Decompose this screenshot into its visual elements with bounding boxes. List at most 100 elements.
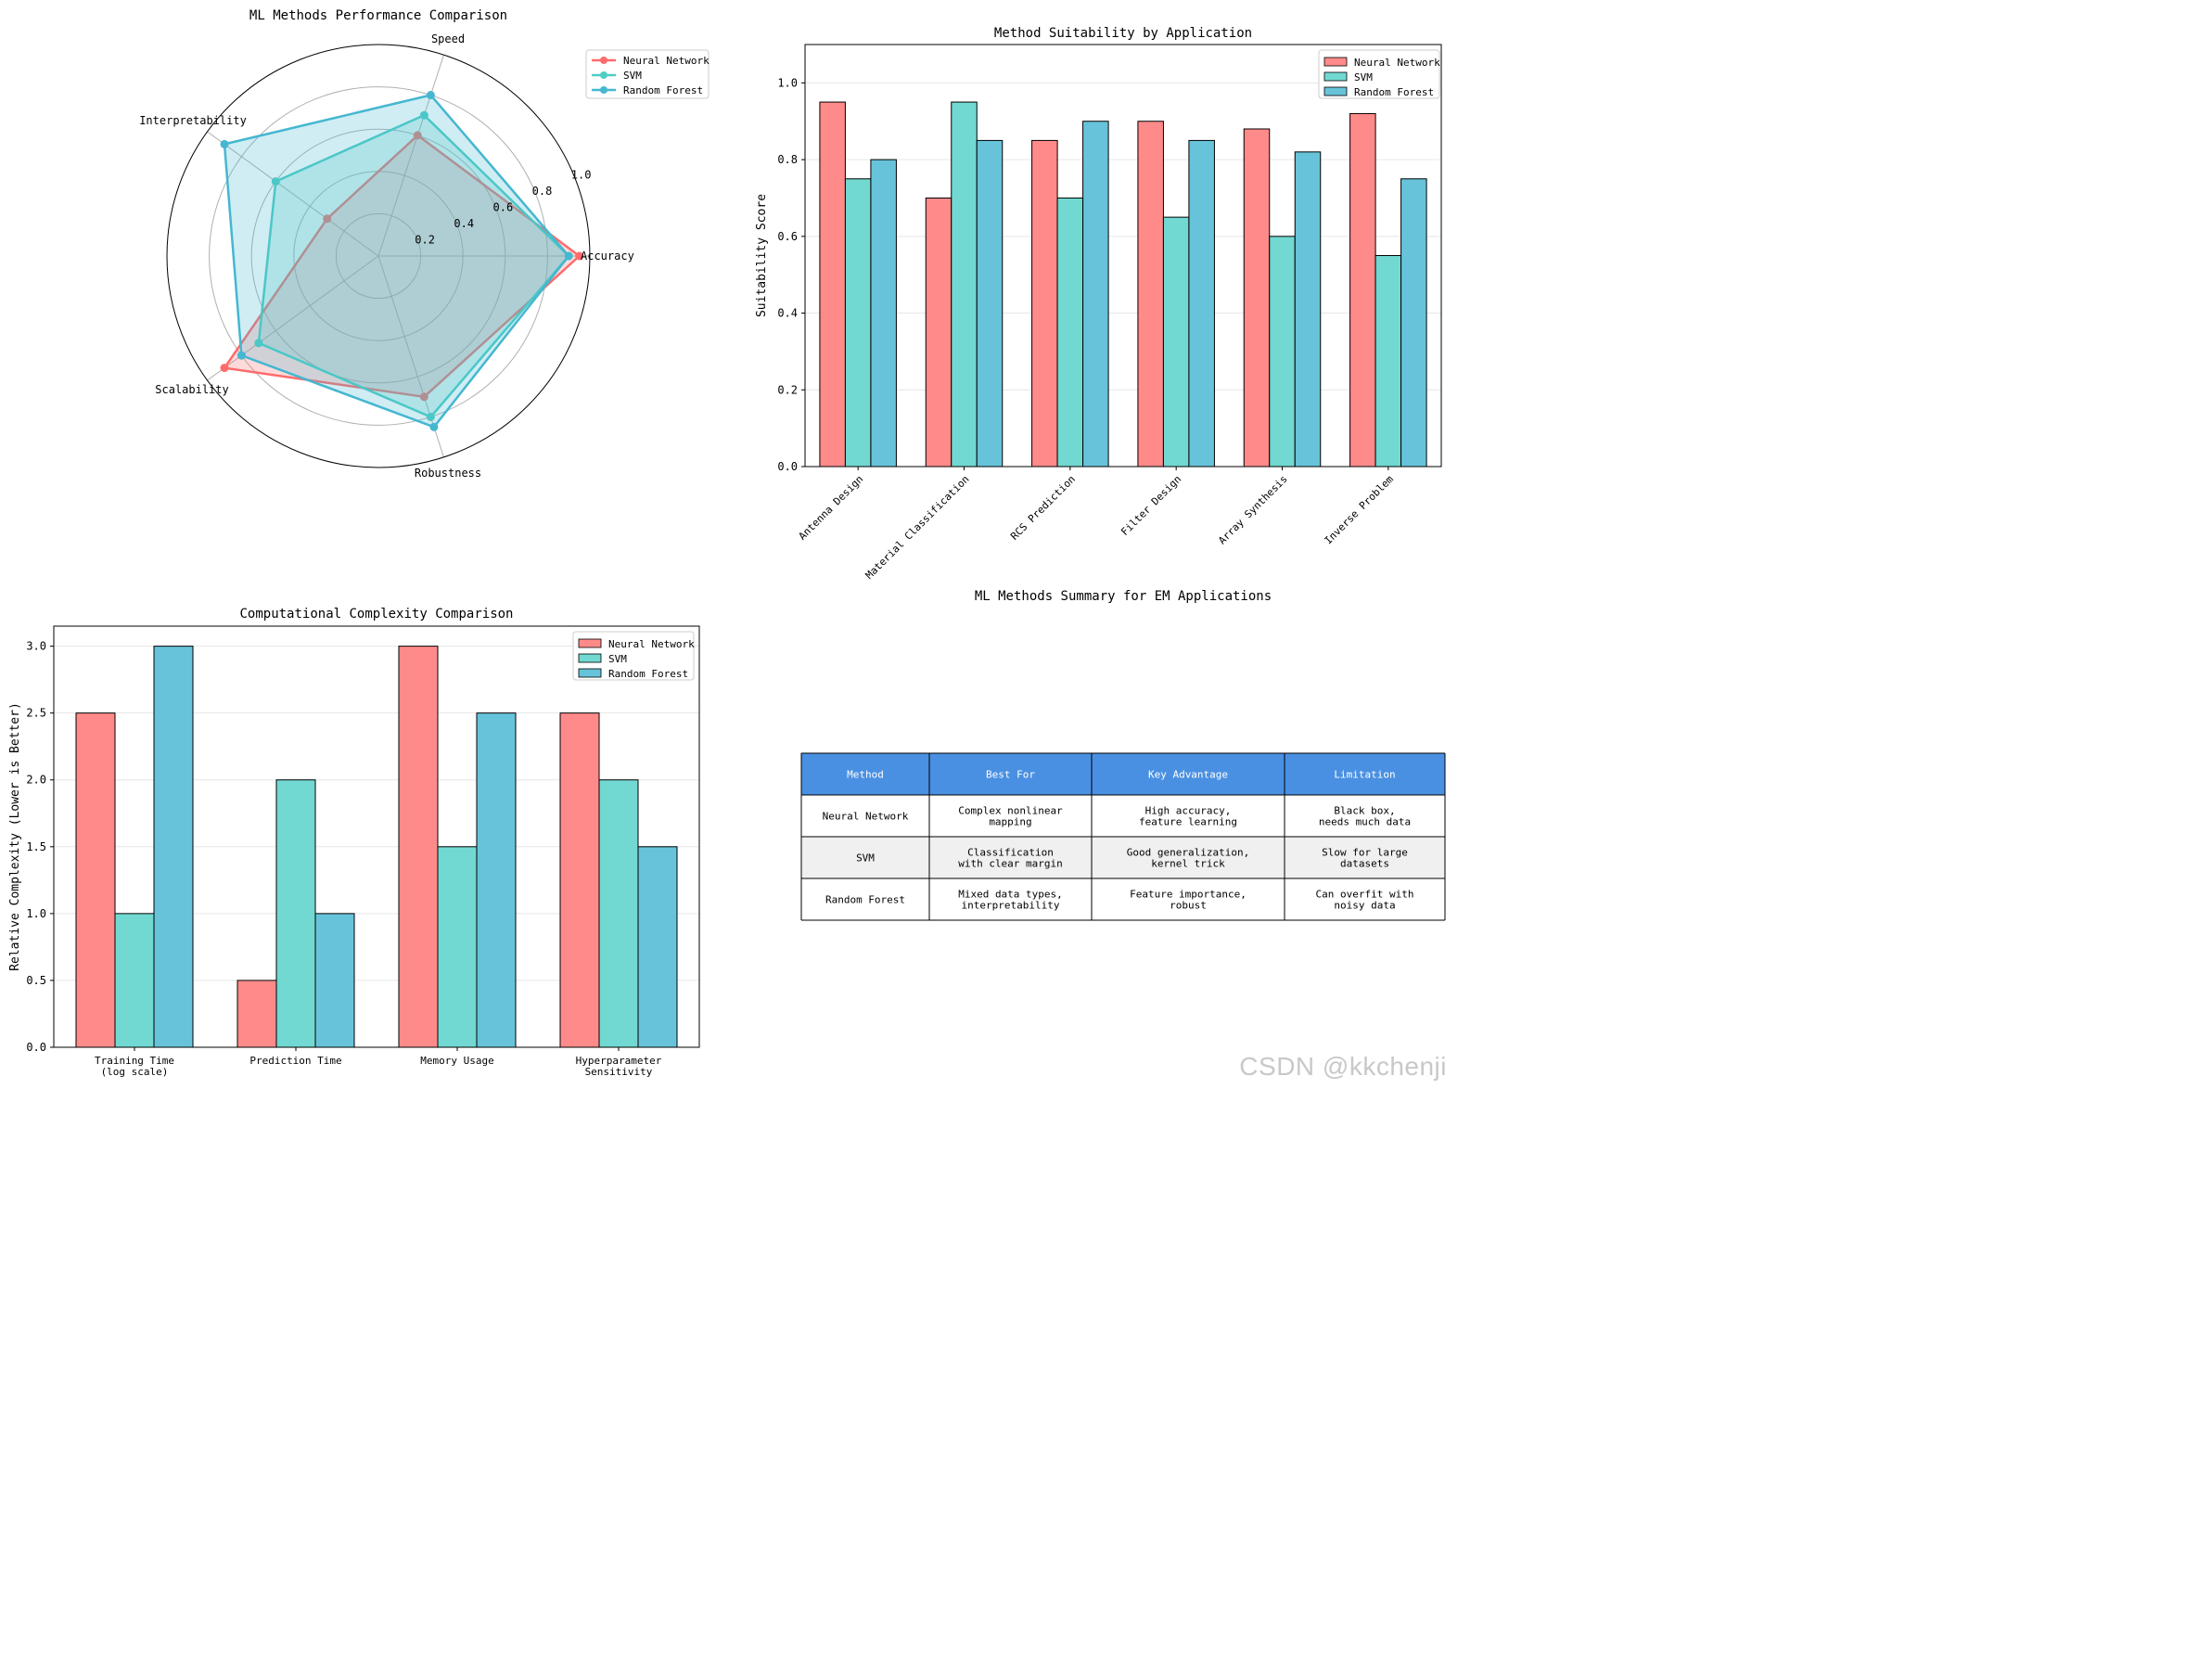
table-title: ML Methods Summary for EM Applications bbox=[975, 589, 1272, 604]
legend-label-svm: SVM bbox=[623, 70, 642, 82]
x-tick-label: RCS Prediction bbox=[1008, 473, 1078, 543]
radar-point-random-forest-robustness bbox=[429, 422, 439, 431]
x-tick-label: Array Synthesis bbox=[1216, 473, 1289, 546]
table-cell: feature learning bbox=[1139, 816, 1237, 828]
bar-svm-inverse-problem bbox=[1375, 255, 1402, 468]
bar-random-forest-rcs-prediction bbox=[1082, 121, 1109, 468]
bar-neural-network-inverse-problem bbox=[1349, 112, 1376, 468]
x-tick-label: Memory Usage bbox=[420, 1055, 493, 1067]
table-cell: Black box, bbox=[1334, 805, 1395, 817]
legend-marker-random-forest bbox=[600, 86, 607, 94]
table-cell: Complex nonlinear bbox=[958, 805, 1063, 817]
table-cell: robust bbox=[1170, 900, 1207, 912]
legend-swatch-neural-network bbox=[578, 638, 602, 648]
plot-frame bbox=[804, 44, 1442, 468]
bar-random-forest-prediction-time bbox=[314, 913, 355, 1048]
y-tick-label: 1.5 bbox=[26, 840, 46, 853]
bar-random-forest-filter-design bbox=[1188, 139, 1215, 468]
watermark: CSDN @kkchenji bbox=[1239, 1052, 1447, 1081]
radar-point-random-forest-accuracy bbox=[564, 251, 573, 261]
radar-point-svm-robustness bbox=[426, 412, 435, 421]
radar-series-random-forest bbox=[223, 94, 570, 429]
radar-legend-frame bbox=[585, 49, 710, 99]
radar-point-neural-network-accuracy bbox=[575, 251, 584, 261]
radar-r-tick: 0.6 bbox=[493, 201, 514, 214]
y-tick-label: 0.8 bbox=[777, 153, 798, 166]
radar-point-random-forest-scalability bbox=[237, 351, 246, 360]
legend-label-neural-network: Neural Network bbox=[623, 55, 710, 67]
bar-random-forest-material-classification bbox=[976, 139, 1004, 468]
legend-swatch-svm bbox=[1323, 71, 1348, 82]
y-tick-label: 0.2 bbox=[777, 383, 798, 396]
x-tick-label: Training Time bbox=[95, 1055, 174, 1067]
radar-r-tick: 0.8 bbox=[532, 185, 553, 198]
bar-svm-filter-design bbox=[1162, 216, 1190, 468]
radar-point-neural-network-robustness bbox=[419, 392, 428, 402]
legend-label-neural-network: Neural Network bbox=[608, 638, 695, 650]
legend-marker-neural-network bbox=[600, 57, 607, 64]
x-tick-label: Filter Design bbox=[1119, 473, 1183, 538]
bar-svm-hyperparameter-sensitivity bbox=[598, 779, 639, 1048]
radar-point-svm-scalability bbox=[254, 339, 263, 348]
table-cell: datasets bbox=[1340, 858, 1389, 870]
legend-label-random-forest: Random Forest bbox=[1354, 86, 1434, 98]
bar-random-forest-hyperparameter-sensitivity bbox=[637, 846, 678, 1048]
radar-spoke bbox=[377, 55, 444, 257]
y-tick-label: 0.0 bbox=[26, 1041, 46, 1054]
radar-point-neural-network-speed bbox=[413, 131, 422, 140]
bar-random-forest-array-synthesis bbox=[1294, 151, 1322, 468]
x-tick-label: Material Classification bbox=[863, 473, 972, 582]
table-cell: kernel trick bbox=[1151, 858, 1225, 870]
y-tick-label: 1.0 bbox=[777, 76, 798, 89]
table-header-limitation: Limitation bbox=[1334, 769, 1395, 781]
table-cell: noisy data bbox=[1334, 900, 1395, 912]
radar-axis-label-interpretability: Interpretability bbox=[139, 114, 247, 127]
x-tick-label: Prediction Time bbox=[249, 1055, 341, 1067]
table-cell: Feature importance, bbox=[1130, 889, 1247, 901]
legend-frame bbox=[1318, 49, 1440, 99]
radar-point-random-forest-speed bbox=[426, 91, 435, 100]
table-cell: with clear margin bbox=[958, 858, 1063, 870]
x-tick-label: (log scale) bbox=[101, 1066, 169, 1078]
radar-chart: ML Methods Performance Comparison 0.2 0.4 0… bbox=[139, 8, 710, 480]
suitability-chart: Method Suitability by Application 0.0 0.2 0… bbox=[755, 26, 1442, 582]
radar-point-neural-network-scalability bbox=[220, 364, 229, 373]
table-header-row bbox=[801, 753, 1445, 795]
legend-frame bbox=[572, 631, 695, 681]
bar-neural-network-filter-design bbox=[1137, 121, 1164, 468]
y-axis-label: Suitability Score bbox=[755, 194, 769, 317]
x-tick-label: Sensitivity bbox=[585, 1066, 653, 1078]
y-tick-label: 0.0 bbox=[777, 460, 798, 473]
legend-label-neural-network: Neural Network bbox=[1354, 57, 1440, 69]
bar-svm-training-time-log-scale bbox=[114, 913, 155, 1048]
table-cell: Random Forest bbox=[825, 894, 905, 906]
radar-point-svm-speed bbox=[419, 110, 428, 120]
x-tick-label: Antenna Design bbox=[797, 473, 866, 543]
table-cell: needs much data bbox=[1319, 816, 1411, 828]
y-tick-label: 0.4 bbox=[777, 307, 798, 320]
radar-point-svm-interpretability bbox=[271, 177, 280, 186]
legend-label-random-forest: Random Forest bbox=[623, 84, 703, 96]
bar-svm-memory-usage bbox=[437, 846, 478, 1048]
bar-svm-antenna-design bbox=[844, 178, 872, 468]
legend-marker-svm bbox=[600, 71, 607, 79]
radar-axis-label-scalability: Scalability bbox=[155, 383, 228, 396]
legend-swatch-neural-network bbox=[1323, 57, 1348, 67]
table-cell: mapping bbox=[989, 816, 1031, 828]
radar-axis-label-accuracy: Accuracy bbox=[581, 250, 634, 263]
complexity-chart-title: Computational Complexity Comparison bbox=[239, 607, 513, 621]
x-tick-label: Hyperparameter bbox=[576, 1055, 662, 1067]
table-cell: Can overfit with bbox=[1316, 889, 1414, 901]
summary-table: ML Methods Summary for EM Applications Me… bbox=[800, 589, 1446, 921]
legend-swatch-random-forest bbox=[578, 668, 602, 678]
legend-label-svm: SVM bbox=[608, 653, 627, 665]
bar-svm-array-synthesis bbox=[1269, 236, 1296, 468]
radar-r-tick: 1.0 bbox=[571, 169, 592, 182]
bar-random-forest-antenna-design bbox=[870, 159, 897, 468]
bar-neural-network-antenna-design bbox=[819, 101, 846, 468]
table-cell: Slow for large bbox=[1322, 847, 1408, 859]
y-tick-label: 2.5 bbox=[26, 707, 46, 720]
y-axis-label: Relative Complexity (Lower is Better) bbox=[8, 702, 22, 971]
radar-spoke bbox=[207, 131, 379, 257]
radar-title: ML Methods Performance Comparison bbox=[249, 8, 507, 23]
